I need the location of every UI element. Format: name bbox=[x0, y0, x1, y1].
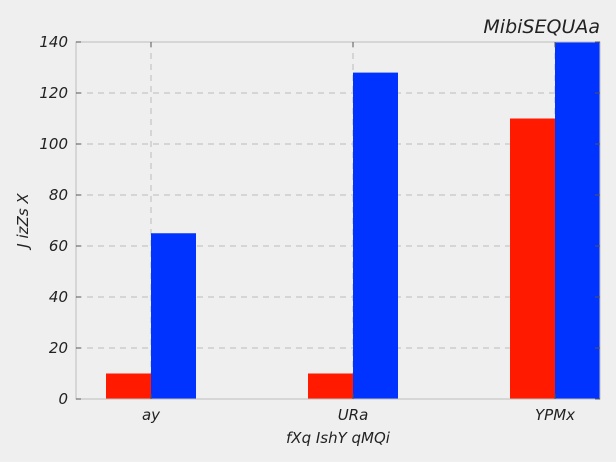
bars bbox=[106, 42, 600, 399]
y-tick-label: 20 bbox=[49, 339, 68, 357]
x-tick-label: YPMx bbox=[535, 406, 575, 424]
x-axis-label: fXq IshY qMQi bbox=[286, 429, 391, 447]
bar bbox=[510, 118, 555, 399]
bar bbox=[106, 373, 151, 399]
chart-title: MibiSEQUAa bbox=[483, 16, 600, 38]
y-tick-label: 80 bbox=[49, 186, 68, 204]
x-tick-label: ay bbox=[142, 406, 161, 424]
y-tick-label: 100 bbox=[39, 135, 68, 153]
y-tick-label: 60 bbox=[49, 237, 68, 255]
y-tick-label: 0 bbox=[58, 390, 68, 408]
x-tick-label: URa bbox=[338, 406, 369, 424]
y-axis-ticks: 0 20 40 60 80 100 120 140 bbox=[39, 33, 600, 408]
y-tick-label: 120 bbox=[39, 84, 68, 102]
y-axis-label: J izZs X bbox=[14, 193, 32, 251]
bar bbox=[308, 373, 353, 399]
y-tick-label: 140 bbox=[39, 33, 68, 51]
plot-frame bbox=[75, 41, 601, 400]
bar bbox=[353, 72, 398, 399]
bar bbox=[555, 42, 600, 399]
x-axis-ticks: ay URa YPMx bbox=[142, 42, 575, 424]
y-tick-label: 40 bbox=[49, 288, 68, 306]
bar bbox=[151, 233, 196, 399]
